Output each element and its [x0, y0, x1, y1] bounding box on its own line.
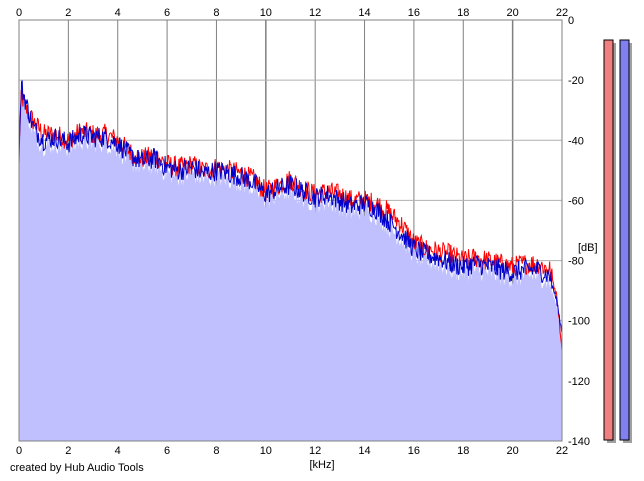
y-tick-label: -60	[568, 195, 584, 207]
x-tick-label-bottom: 10	[260, 445, 272, 457]
y-axis-label: [dB]	[578, 242, 598, 254]
x-tick-label-top: 12	[309, 7, 321, 19]
y-tick-label: -40	[568, 135, 584, 147]
spectrum-fill-area	[19, 86, 562, 441]
x-tick-label-bottom: 18	[457, 445, 469, 457]
y-tick-label: 0	[568, 15, 574, 27]
level-meter-bar	[619, 39, 630, 441]
x-tick-label-top: 2	[65, 7, 71, 19]
plot-frame	[18, 19, 563, 442]
x-tick-label-bottom: 20	[507, 445, 519, 457]
x-tick-label-bottom: 4	[115, 445, 121, 457]
level-meter-bar	[603, 39, 614, 441]
x-tick-label-top: 14	[358, 7, 370, 19]
series-lines	[18, 80, 563, 351]
level-meters	[603, 39, 632, 443]
y-tick-labels: 0 -20 -40 -60 -80 -100 -120 -140	[568, 15, 590, 448]
y-tick-label: -140	[568, 436, 590, 448]
x-tick-label-top: 6	[164, 7, 170, 19]
x-tick-label-bottom: 22	[556, 445, 568, 457]
x-tick-label-bottom: 16	[408, 445, 420, 457]
series-line	[18, 80, 563, 333]
x-tick-label-top: 20	[507, 7, 519, 19]
x-tick-label-top: 8	[213, 7, 219, 19]
x-tick-label-bottom: 14	[358, 445, 370, 457]
x-tick-label-bottom: 6	[164, 445, 170, 457]
x-tick-label-bottom: 8	[213, 445, 219, 457]
y-tick-label: -120	[568, 376, 590, 388]
x-tick-label-top: 10	[260, 7, 272, 19]
x-axis-label: [kHz]	[309, 459, 334, 471]
x-tick-label-bottom: 2	[65, 445, 71, 457]
x-tick-label-bottom: 12	[309, 445, 321, 457]
x-tick-label-top: 0	[16, 7, 22, 19]
x-tick-label-top: 4	[115, 7, 121, 19]
y-tick-label: -80	[568, 256, 584, 268]
y-tick-label: -100	[568, 316, 590, 328]
y-tick-label: -20	[568, 75, 584, 87]
x-tick-label-bottom: 0	[16, 445, 22, 457]
x-tick-label-top: 18	[457, 7, 469, 19]
x-tick-label-top: 22	[556, 7, 568, 19]
credit-text: created by Hub Audio Tools	[10, 462, 144, 474]
x-tick-label-top: 16	[408, 7, 420, 19]
